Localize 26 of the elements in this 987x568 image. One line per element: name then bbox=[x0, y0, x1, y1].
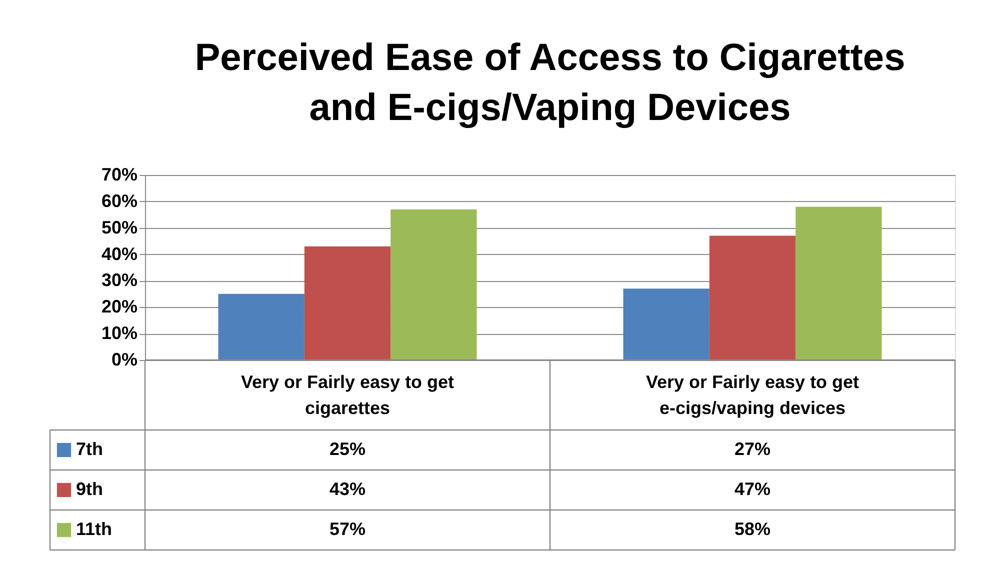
data-label: 27% bbox=[734, 439, 771, 459]
x-tick-label: Very or Fairly easy to get cigarettes bbox=[240, 372, 454, 418]
data-label: 25% bbox=[329, 439, 366, 459]
legend-label: 7th bbox=[76, 439, 103, 459]
y-tick-label: 0% bbox=[111, 350, 138, 370]
x-tick-label: Very or Fairly easy to get e-cigs/vaping devices bbox=[646, 372, 860, 418]
data-label: 58% bbox=[734, 519, 771, 539]
y-tick-label: 60% bbox=[101, 190, 138, 211]
y-tick-label: 10% bbox=[101, 323, 138, 344]
y-tick-label: 20% bbox=[101, 296, 138, 317]
bar bbox=[218, 294, 304, 360]
data-label: 43% bbox=[329, 479, 366, 499]
legend-label: 11th bbox=[76, 519, 112, 539]
data-label: 47% bbox=[734, 479, 771, 499]
y-tick-label: 50% bbox=[101, 217, 138, 238]
bar bbox=[623, 288, 710, 360]
legend-label: 9th bbox=[76, 479, 103, 499]
bar bbox=[709, 236, 796, 360]
data-label: 57% bbox=[329, 519, 366, 539]
y-tick-label: 40% bbox=[101, 244, 138, 264]
bar bbox=[304, 246, 391, 360]
y-tick-label: 70% bbox=[101, 164, 138, 184]
bar bbox=[390, 209, 477, 360]
y-tick-label: 30% bbox=[101, 270, 138, 290]
bar bbox=[796, 206, 882, 360]
chart-title: Perceived Ease of Access to Cigarettes and E-cigs/Vaping Devices bbox=[194, 37, 906, 129]
